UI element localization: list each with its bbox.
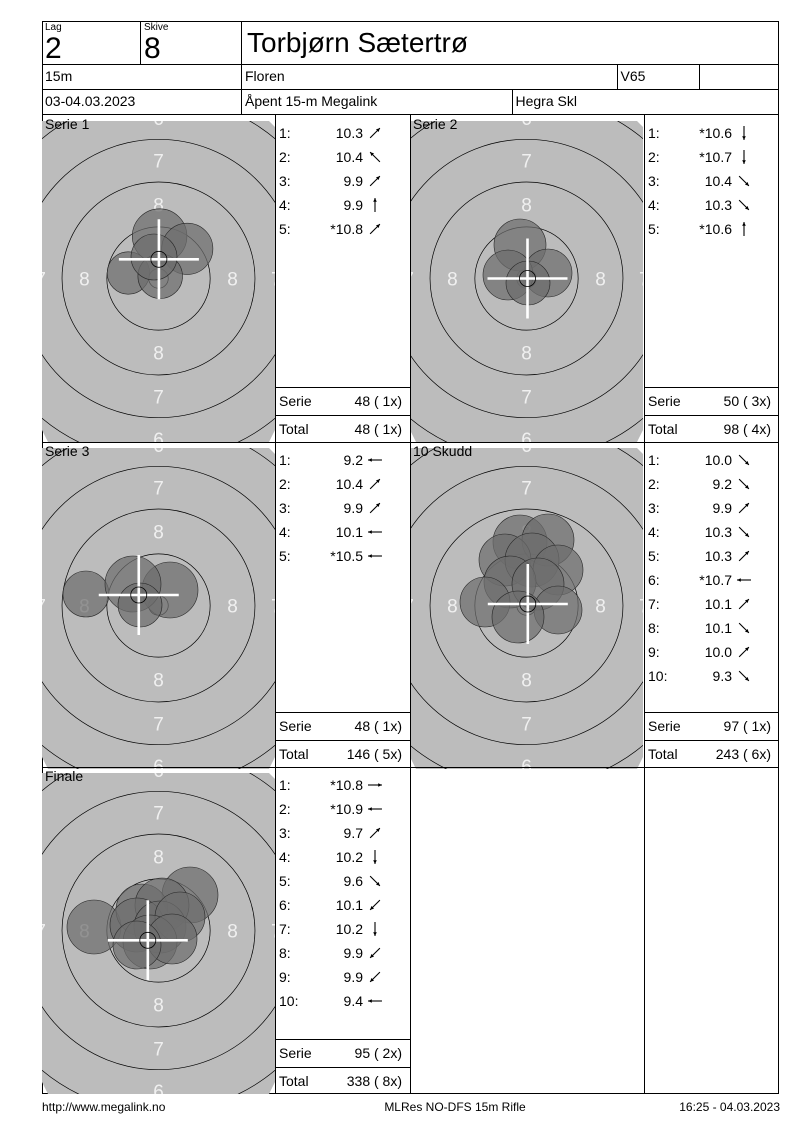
svg-text:8: 8 bbox=[153, 847, 164, 868]
svg-text:10 Skudd: 10 Skudd bbox=[413, 443, 472, 459]
svg-text:8: 8 bbox=[153, 344, 164, 365]
svg-text:7: 7 bbox=[153, 152, 164, 173]
svg-text:8: 8 bbox=[595, 597, 606, 618]
svg-text:8: 8 bbox=[521, 195, 532, 216]
svg-text:7: 7 bbox=[42, 270, 46, 291]
svg-text:7: 7 bbox=[153, 714, 164, 735]
svg-text:8: 8 bbox=[227, 270, 238, 291]
svg-text:8: 8 bbox=[153, 522, 164, 543]
svg-text:7: 7 bbox=[521, 387, 532, 408]
svg-text:6: 6 bbox=[153, 442, 164, 457]
svg-text:6: 6 bbox=[153, 430, 164, 442]
svg-text:7: 7 bbox=[153, 1039, 164, 1060]
svg-text:7: 7 bbox=[521, 479, 532, 500]
svg-text:7: 7 bbox=[639, 597, 643, 618]
svg-text:7: 7 bbox=[153, 479, 164, 500]
svg-text:8: 8 bbox=[153, 996, 164, 1017]
svg-text:7: 7 bbox=[521, 152, 532, 173]
svg-text:7: 7 bbox=[153, 387, 164, 408]
svg-text:8: 8 bbox=[153, 671, 164, 692]
svg-text:7: 7 bbox=[42, 597, 46, 618]
svg-text:Serie 2: Serie 2 bbox=[413, 116, 458, 132]
svg-text:7: 7 bbox=[521, 714, 532, 735]
svg-text:8: 8 bbox=[447, 270, 458, 291]
svg-text:6: 6 bbox=[521, 115, 532, 130]
svg-text:Serie 1: Serie 1 bbox=[45, 116, 90, 132]
svg-text:7: 7 bbox=[639, 270, 643, 291]
svg-text:8: 8 bbox=[521, 344, 532, 365]
svg-text:8: 8 bbox=[79, 270, 90, 291]
svg-text:7: 7 bbox=[153, 804, 164, 825]
svg-text:Serie 3: Serie 3 bbox=[45, 443, 90, 459]
svg-text:6: 6 bbox=[153, 1082, 164, 1094]
svg-text:8: 8 bbox=[227, 597, 238, 618]
svg-text:8: 8 bbox=[521, 671, 532, 692]
svg-text:6: 6 bbox=[521, 430, 532, 442]
svg-text:8: 8 bbox=[447, 597, 458, 618]
svg-text:8: 8 bbox=[595, 270, 606, 291]
svg-text:Finale: Finale bbox=[45, 768, 83, 784]
svg-text:6: 6 bbox=[153, 767, 164, 782]
svg-text:8: 8 bbox=[227, 922, 238, 943]
svg-text:7: 7 bbox=[42, 922, 46, 943]
svg-text:6: 6 bbox=[153, 115, 164, 130]
svg-text:6: 6 bbox=[521, 442, 532, 457]
